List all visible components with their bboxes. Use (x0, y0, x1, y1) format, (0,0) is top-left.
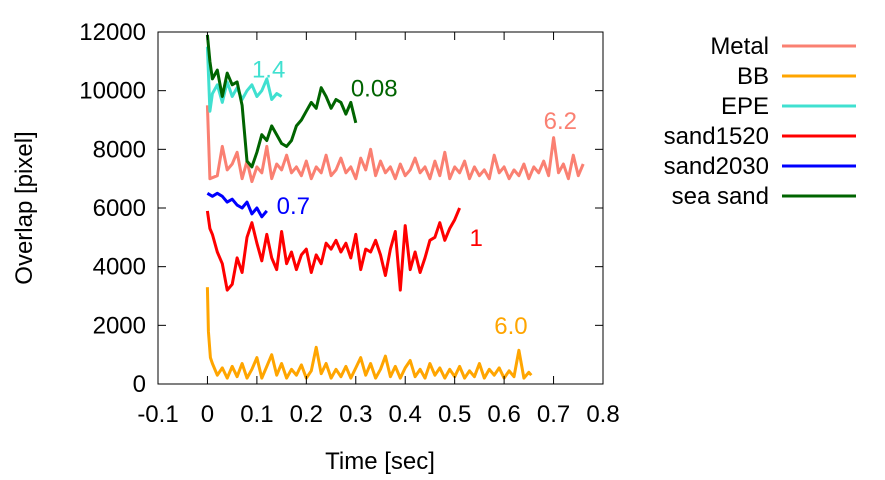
series-line-sand2030 (206, 191, 268, 219)
legend-label: Metal (710, 33, 769, 60)
series-line-sand1520 (205, 207, 461, 292)
x-tick-label: 0.5 (438, 401, 471, 428)
x-axis-title: Time [sec] (325, 448, 435, 475)
annotation-label: 1.4 (252, 56, 285, 83)
ticks-layer (157, 31, 604, 385)
y-tick-label: 8000 (93, 136, 146, 163)
x-tick-label: -0.1 (137, 401, 178, 428)
legend-label: sand2030 (664, 153, 769, 180)
y-tick-label: 6000 (93, 195, 146, 222)
y-tick-label: 10000 (79, 78, 146, 105)
annotations-layer: 1.4 0.08 6.2 0.7 1 6.0 (252, 56, 577, 340)
x-tick-label: 0 (201, 401, 214, 428)
y-tick-label: 12000 (79, 19, 146, 46)
legend: Metal BB EPE sand1520 sand2030 sea sand (664, 33, 856, 210)
y-tick-label: 4000 (93, 254, 146, 281)
annotation-label: 0.7 (277, 193, 310, 220)
series-line-bb (205, 287, 533, 380)
series-line-sea-sand (205, 34, 358, 169)
legend-label: BB (737, 63, 769, 90)
y-axis-title: Overlap [pixel] (11, 131, 38, 284)
x-tick-label: 0.2 (290, 401, 323, 428)
legend-label: sea sand (672, 183, 769, 210)
x-tick-label: 0.4 (389, 401, 422, 428)
x-tick-label: 0.7 (537, 401, 570, 428)
x-tick-label: 0.3 (339, 401, 372, 428)
annotation-label: 6.0 (494, 313, 527, 340)
x-tick-label: 0.8 (586, 401, 619, 428)
x-tick-label: 0.6 (487, 401, 520, 428)
legend-label: sand1520 (664, 123, 769, 150)
annotation-label: 1 (470, 225, 483, 252)
x-tick-label: 0.1 (240, 401, 273, 428)
annotation-label: 0.08 (351, 76, 398, 103)
series-line-metal (205, 105, 585, 184)
labels-layer: -0.1 0 0.1 0.2 0.3 0.4 0.5 0.6 0.7 0.8 0 2000 4000 60… (79, 19, 619, 428)
plot-layer (205, 34, 585, 380)
y-tick-label: 0 (133, 371, 146, 398)
y-tick-label: 2000 (93, 312, 146, 339)
legend-label: EPE (721, 93, 769, 120)
annotation-label: 6.2 (544, 108, 577, 135)
